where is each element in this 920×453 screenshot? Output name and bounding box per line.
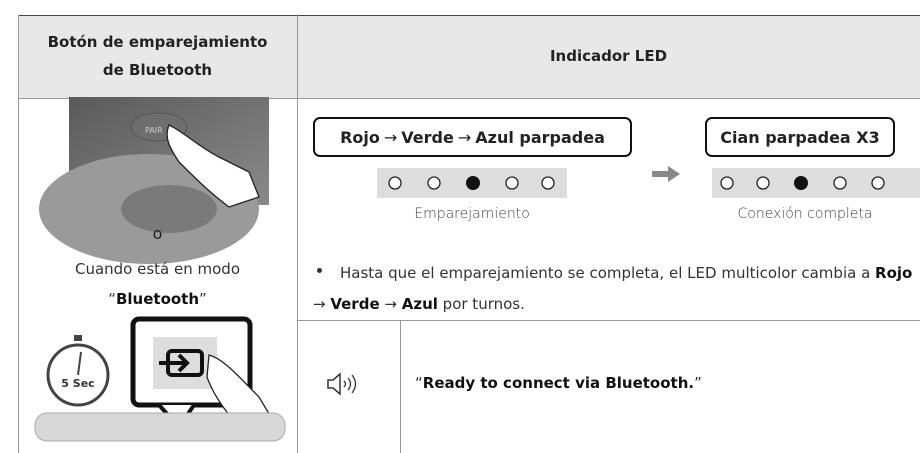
text: por turnos. (437, 295, 525, 313)
border (18, 15, 19, 453)
header-cell: Indicador LED (297, 15, 920, 97)
quote: ” (199, 290, 207, 308)
header-cell: Botón de emparejamiento de Bluetooth (18, 15, 297, 97)
led-box: Cian parpadea X3 (705, 117, 895, 157)
led-strips (377, 166, 920, 198)
border (297, 15, 298, 453)
text: Hasta que el emparejamiento se completa,… (340, 264, 876, 282)
color: Verde (401, 127, 454, 147)
header-text: Indicador LED (549, 47, 668, 65)
quote: “ (108, 290, 116, 308)
arrow: → (313, 295, 331, 313)
border (400, 320, 401, 453)
button-label: PAIR (145, 126, 163, 135)
mode: Bluetooth (115, 290, 200, 308)
header-text: Botón de emparejamiento de Bluetooth (47, 33, 268, 79)
led-caption: Emparejamiento (414, 206, 530, 222)
header-row (18, 15, 920, 99)
led-caption: Conexión completa (737, 206, 873, 222)
bullet-text: Hasta que el emparejamiento se completa,… (313, 258, 913, 320)
border (297, 320, 920, 321)
mode-name: “Bluetooth” (18, 290, 297, 308)
color: Verde (330, 295, 380, 313)
color: Azul parpadea (475, 127, 605, 147)
illustrations: PAIR 5 Sec (34, 97, 286, 442)
color: Rojo (340, 127, 380, 147)
quote: “ (415, 374, 423, 392)
mode-text: Cuando está en modo (74, 260, 241, 278)
quote: ” (694, 374, 702, 392)
bullet-dot (317, 268, 322, 273)
arrow: → (457, 127, 472, 147)
speaker-icon (327, 372, 357, 396)
voice-text: “Ready to connect via Bluetooth.” (415, 374, 702, 392)
voice: Ready to connect via Bluetooth. (422, 374, 695, 392)
status: Cian parpadea X3 (720, 127, 880, 147)
arrow: → (379, 295, 402, 313)
color: Rojo (875, 264, 913, 282)
timer-label: 5 Sec (61, 377, 94, 390)
or-text: o (152, 224, 163, 243)
color: Azul (401, 295, 438, 313)
arrow: → (383, 127, 398, 147)
led-box: Rojo → Verde → Azul parpadea (313, 117, 632, 157)
